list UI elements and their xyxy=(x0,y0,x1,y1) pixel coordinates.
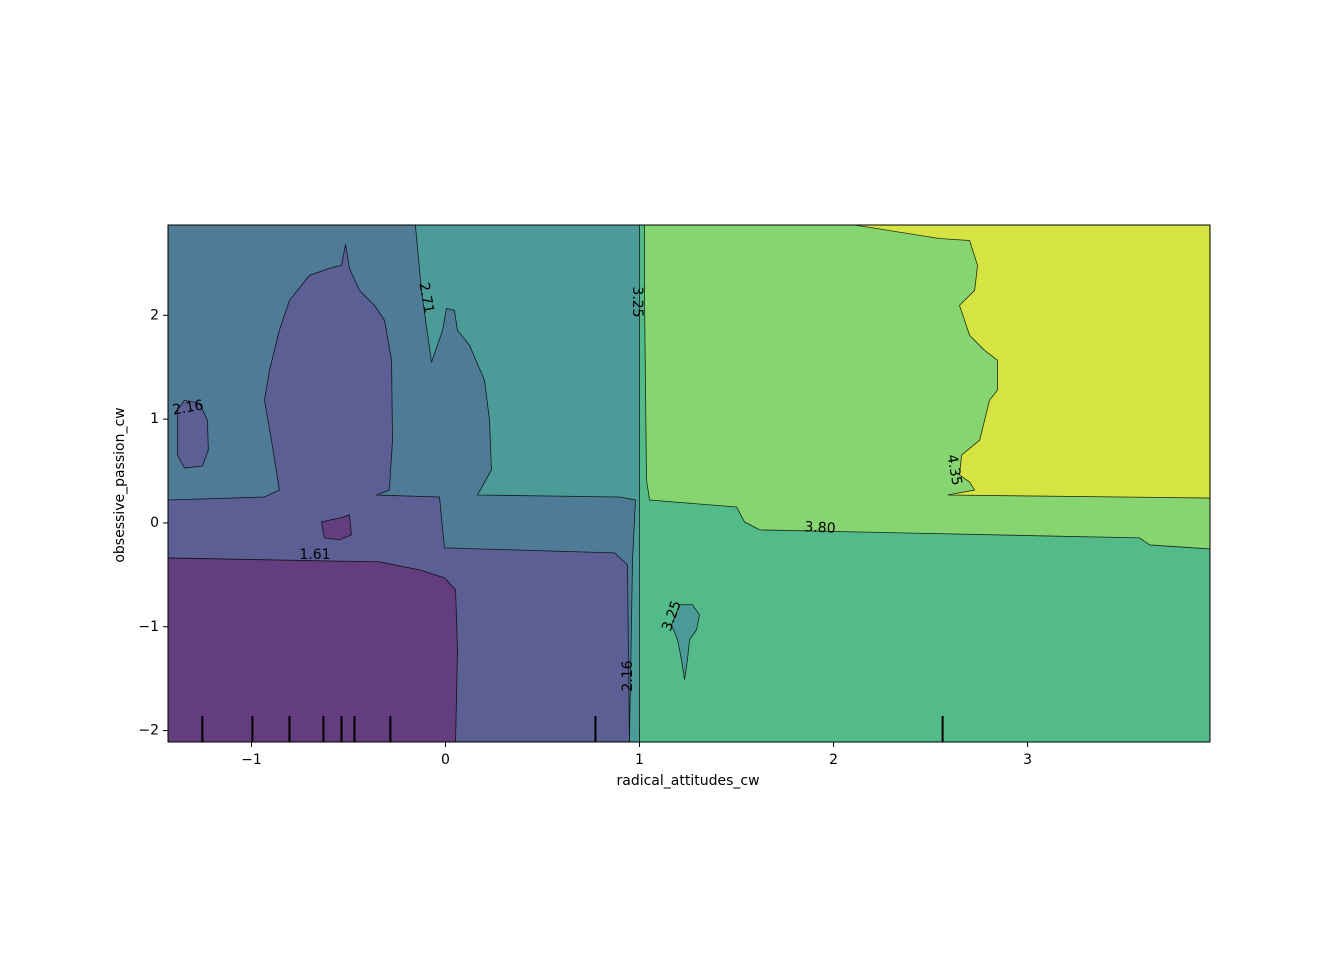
y-axis-label: obsessive_passion_cw xyxy=(112,407,128,562)
y-tick-label: −2 xyxy=(138,723,159,739)
x-tick-label: 0 xyxy=(441,752,450,768)
contour-label: 2.16 xyxy=(620,660,636,691)
x-tick-label: 2 xyxy=(829,752,838,768)
contour-label: 4.35 xyxy=(943,453,964,486)
contour-region xyxy=(321,514,352,541)
plot-frame xyxy=(167,224,1211,743)
y-tick-label: −1 xyxy=(138,619,159,635)
y-tick-label: 0 xyxy=(150,515,159,531)
x-tick-label: −1 xyxy=(241,752,262,768)
contour-label: 3.80 xyxy=(804,519,836,537)
contour-label: 1.61 xyxy=(299,547,330,563)
x-tick-label: 3 xyxy=(1023,752,1032,768)
y-tick-label: 1 xyxy=(150,411,159,427)
x-tick-label: 1 xyxy=(635,752,644,768)
x-axis-label: radical_attitudes_cw xyxy=(616,773,759,789)
contour-label: 2.16 xyxy=(171,397,205,418)
contour-region xyxy=(177,399,209,469)
contour-region xyxy=(671,604,700,680)
contour-region xyxy=(854,224,1211,499)
contour-label: 2.71 xyxy=(415,281,436,314)
y-tick-label: 2 xyxy=(150,307,159,323)
contour-label: 3.25 xyxy=(629,286,645,317)
contour-region xyxy=(167,557,458,743)
